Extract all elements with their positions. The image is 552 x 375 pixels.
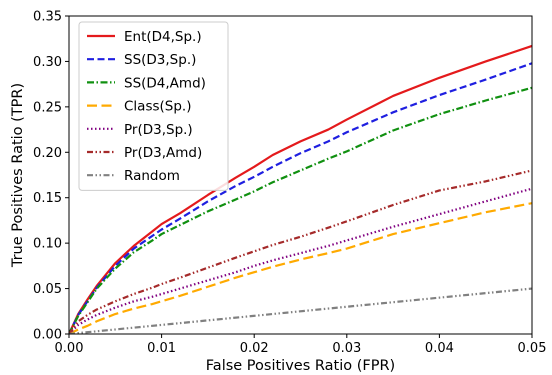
series-line-4	[69, 202, 532, 334]
x-tick-label: 0.03	[332, 341, 361, 356]
x-tick-label: 0.04	[425, 341, 454, 356]
series-line-6	[69, 169, 532, 334]
x-axis-label: False Positives Ratio (FPR)	[206, 358, 395, 374]
x-tick-label: 0.05	[518, 341, 547, 356]
legend-entry: Pr(D3,Sp.)	[124, 122, 193, 138]
series-line-3	[69, 86, 532, 334]
legend: Ent(D4,Sp.) SS(D3,Sp.) SS(D4,Amd) Class(Sp.…	[78, 21, 229, 191]
legend-entry: SS(D3,Sp.)	[124, 52, 196, 68]
y-tick-label: 0.05	[33, 282, 62, 297]
y-tick-label: 0.10	[33, 237, 62, 252]
legend-entry: Class(Sp.)	[124, 99, 191, 115]
y-tick-label: 0.30	[33, 55, 62, 70]
y-tick-label: 0.15	[33, 191, 62, 206]
y-axis: 0.00 0.05 0.10 0.15 0.20 0.25 0.30 0.35	[33, 10, 69, 343]
legend-entry: SS(D4,Amd)	[124, 75, 206, 91]
y-tick-label: 0.20	[33, 146, 62, 161]
x-tick-label: 0.01	[147, 341, 176, 356]
legend-entry: Random	[124, 168, 180, 184]
legend-entry: Ent(D4,Sp.)	[124, 29, 202, 45]
x-tick-label: 0.02	[240, 341, 269, 356]
y-tick-label: 0.25	[33, 100, 62, 115]
series-line-5	[69, 187, 532, 334]
x-tick-label: 0.00	[55, 341, 84, 356]
series-line-7	[69, 287, 532, 334]
legend-box	[78, 21, 229, 191]
y-tick-label: 0.35	[33, 10, 62, 25]
series-layer	[69, 44, 532, 334]
y-tick-label: 0.00	[33, 328, 62, 343]
legend-entry: Pr(D3,Amd)	[124, 145, 202, 161]
y-axis-label: True Positives Ratio (TPR)	[10, 83, 26, 268]
x-axis: 0.00 0.01 0.02 0.03 0.04 0.05	[55, 334, 547, 356]
plot-frame	[68, 15, 533, 335]
